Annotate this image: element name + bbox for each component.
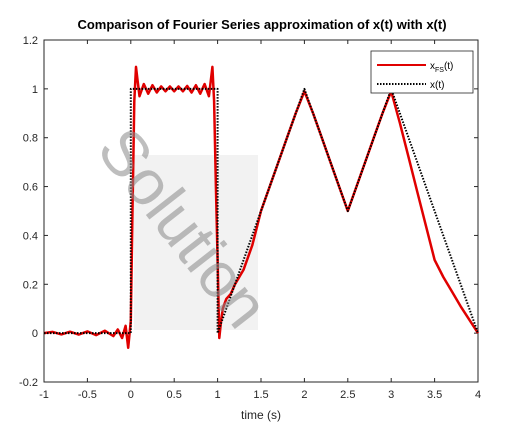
x-tick-label: 3.5 <box>427 389 442 401</box>
x-tick-label: -0.5 <box>78 389 97 401</box>
legend-box <box>370 50 474 94</box>
series-line-xt <box>44 87 479 335</box>
x-tick-label: -1 <box>39 389 49 401</box>
y-tick-label: 1.2 <box>23 35 38 47</box>
legend-label-xfs-suffix: (t) <box>444 61 453 72</box>
x-tick-label: 4 <box>475 389 481 401</box>
x-tick-label: 0 <box>128 389 134 401</box>
x-tick-label: 0.5 <box>167 389 182 401</box>
x-tick-label: 2 <box>301 389 307 401</box>
chart-title: Comparison of Fourier Series approximati… <box>77 17 446 32</box>
legend-label-xt: x(t) <box>430 80 444 91</box>
y-tick-label: 1 <box>32 84 38 96</box>
legend-label-xfs-base: x <box>430 61 435 72</box>
series-lines <box>43 65 480 350</box>
y-tick-label: 0.4 <box>23 230 38 242</box>
x-tick-label: 3 <box>388 389 394 401</box>
y-tick-label: 0.8 <box>23 133 38 145</box>
x-tick-label: 2.5 <box>340 389 355 401</box>
axis-ticks: -1 -0.5 0 0.5 1 1.5 2 2.5 3 3.5 4 -0.2 0 0.2 0.4 0.6 0.8… <box>19 35 481 401</box>
legend: xFS(t) x(t) <box>370 50 474 94</box>
y-tick-label: 0.6 <box>23 182 38 194</box>
x-axis-label: time (s) <box>241 408 281 422</box>
y-tick-label: -0.2 <box>19 377 38 389</box>
x-tick-label: 1.5 <box>253 389 268 401</box>
watermark-box <box>134 155 258 330</box>
y-tick-label: 0 <box>32 328 38 340</box>
x-tick-label: 1 <box>215 389 221 401</box>
legend-label-xfs-sub: FS <box>435 67 444 74</box>
legend-label-xfs: xFS(t) <box>430 61 453 74</box>
y-tick-label: 0.2 <box>23 279 38 291</box>
